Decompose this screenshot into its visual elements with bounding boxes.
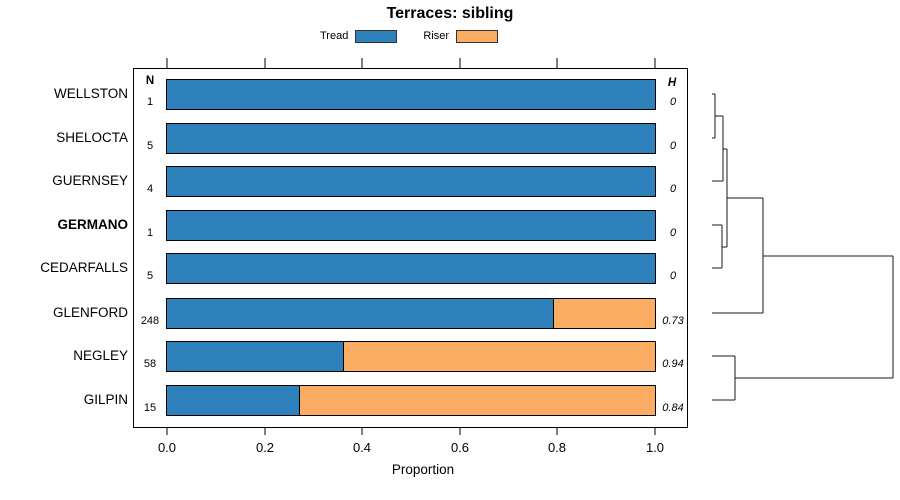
legend-item: Riser xyxy=(423,29,498,43)
stacked-bar xyxy=(166,252,656,284)
category-label: CEDARFALLS xyxy=(40,260,128,275)
n-value: 248 xyxy=(140,315,160,327)
legend: Tread Riser xyxy=(320,28,498,44)
x-axis-tick-label: 1.0 xyxy=(645,440,665,455)
h-value: 0 xyxy=(669,96,677,108)
stacked-bar xyxy=(166,165,656,197)
n-column-header: N xyxy=(145,75,155,87)
h-value: 0 xyxy=(669,270,677,282)
h-value: 0 xyxy=(669,227,677,239)
stacked-bar xyxy=(166,78,656,110)
n-value: 1 xyxy=(146,96,154,108)
legend-item: Tread xyxy=(320,29,398,43)
category-label: GLENFORD xyxy=(52,305,128,320)
h-value: 0.94 xyxy=(662,358,684,370)
chart-title: Terraces: sibling xyxy=(386,5,514,22)
stacked-bar xyxy=(166,209,656,241)
legend-swatch xyxy=(355,29,398,43)
h-value: 0 xyxy=(669,183,677,195)
n-value: 5 xyxy=(146,140,154,152)
bar-segment-riser xyxy=(552,298,655,328)
x-axis-tick-label: 0.6 xyxy=(450,440,470,455)
bar-segment-tread xyxy=(167,385,299,415)
n-value: 58 xyxy=(143,358,157,370)
n-value: 4 xyxy=(146,183,154,195)
category-label: SHELOCTA xyxy=(56,130,128,145)
bar-segment-tread xyxy=(167,79,655,109)
bar-segment-tread xyxy=(167,298,553,328)
x-axis-tick-label: 0.2 xyxy=(255,440,275,455)
h-value: 0 xyxy=(669,140,677,152)
n-value: 15 xyxy=(143,402,157,414)
bar-segment-tread xyxy=(167,123,655,153)
x-axis-tick-label: 0.0 xyxy=(157,440,177,455)
category-label: GILPIN xyxy=(83,392,128,407)
legend-label: Tread xyxy=(320,30,349,42)
legend-swatch xyxy=(456,29,498,43)
h-value: 0.84 xyxy=(662,402,684,414)
category-label: WELLSTON xyxy=(53,86,128,101)
n-value: 1 xyxy=(146,227,154,239)
x-axis-tick-label: 0.8 xyxy=(547,440,567,455)
category-label: NEGLEY xyxy=(73,348,128,363)
category-label: GUERNSEY xyxy=(52,173,128,188)
stacked-bar xyxy=(166,297,656,329)
h-value: 0.73 xyxy=(662,315,684,327)
category-label: GERMANO xyxy=(57,217,129,232)
bar-segment-tread xyxy=(167,166,655,196)
n-value: 5 xyxy=(146,270,154,282)
h-column-header: H xyxy=(667,77,677,89)
bar-segment-riser xyxy=(298,385,655,415)
bar-segment-tread xyxy=(167,341,343,371)
stacked-bar xyxy=(166,340,656,372)
stacked-bar xyxy=(166,384,656,416)
bar-segment-riser xyxy=(342,341,655,371)
bar-segment-tread xyxy=(167,253,655,283)
stacked-bar xyxy=(166,122,656,154)
bar-segment-tread xyxy=(167,210,655,240)
legend-label: Riser xyxy=(423,30,449,42)
x-axis-label: Proportion xyxy=(391,462,455,477)
x-axis-tick-label: 0.4 xyxy=(352,440,372,455)
